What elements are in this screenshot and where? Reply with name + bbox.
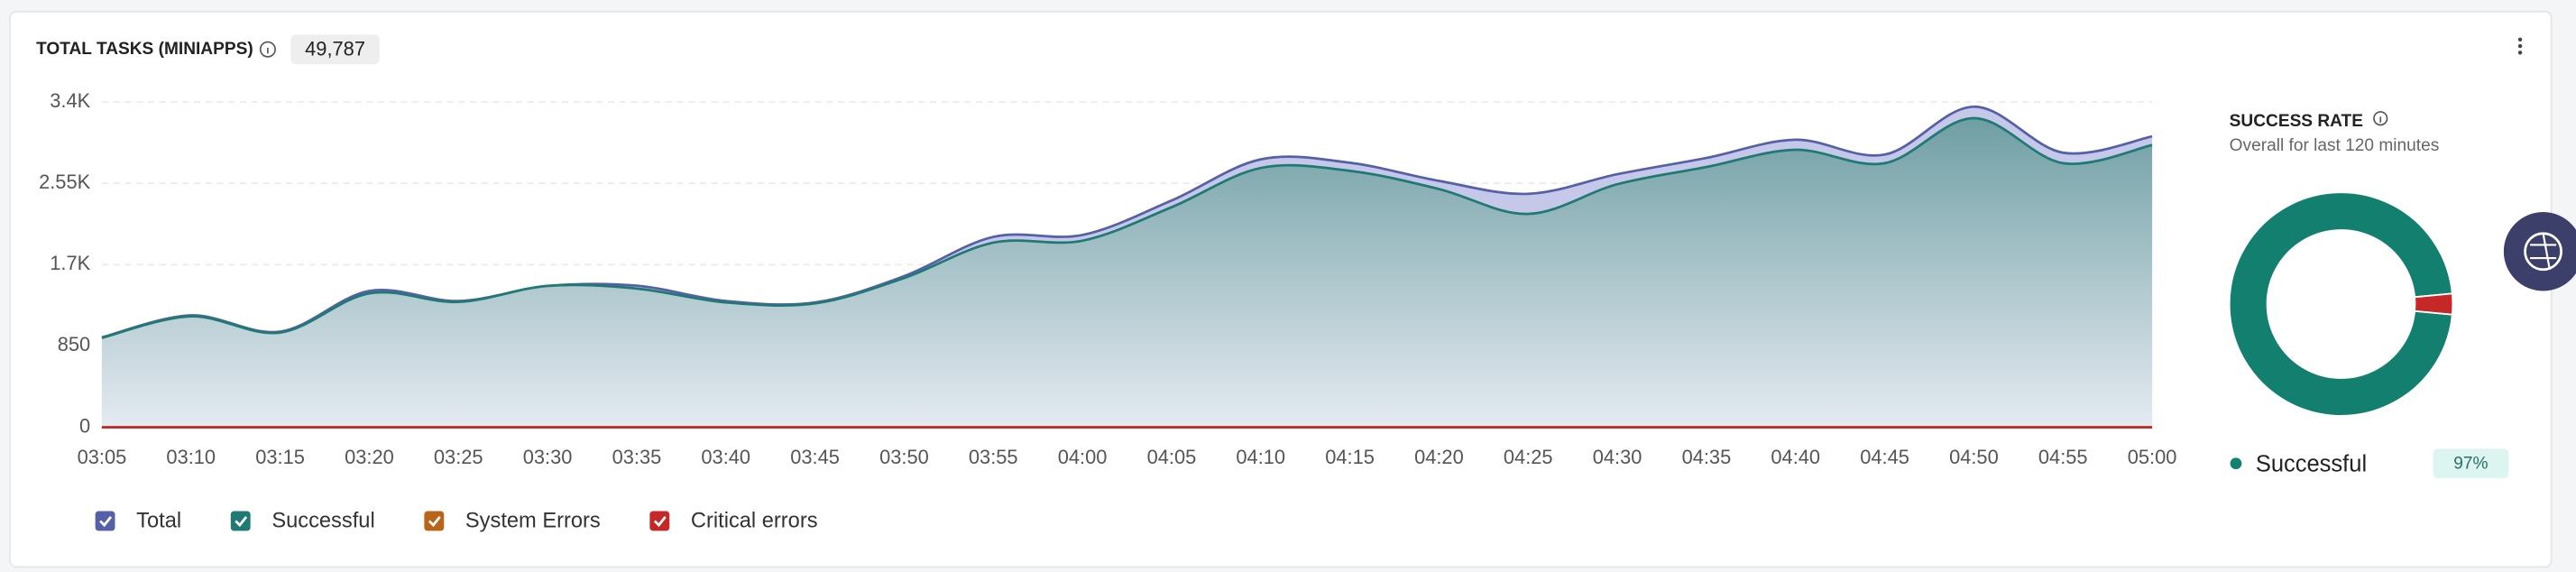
info-icon[interactable]	[2373, 111, 2388, 126]
x-tick-label: 03:55	[969, 446, 1018, 468]
x-tick-label: 04:50	[1949, 446, 1999, 468]
legend-label: Successful	[2256, 451, 2367, 476]
x-tick-label: 03:05	[78, 446, 127, 468]
x-tick-label: 04:05	[1147, 446, 1197, 468]
legend-item[interactable]: System Errors	[424, 510, 601, 533]
x-tick-label: 04:35	[1682, 446, 1732, 468]
header-title: TOTAL TASKS (MINIAPPS)	[36, 40, 253, 59]
total-badge	[290, 34, 380, 65]
donut-slice	[2228, 191, 2453, 417]
info-icon[interactable]	[259, 41, 276, 58]
total-value: 49,787	[305, 37, 365, 60]
x-tick-label: 04:15	[1325, 446, 1375, 468]
checkmark	[235, 516, 248, 528]
area	[101, 118, 2153, 428]
checkmark	[99, 516, 113, 528]
x-tick-label: 03:50	[879, 446, 929, 468]
x-tick-label: 03:45	[790, 446, 840, 468]
success-rate-title: SUCCESS RATE	[2230, 112, 2363, 131]
menu-button[interactable]	[2517, 37, 2523, 55]
x-tick-label: 04:45	[1860, 446, 1909, 468]
x-tick-label: 04:30	[1593, 446, 1642, 468]
legend-item[interactable]: Total	[95, 510, 182, 533]
legend-dot	[2230, 457, 2242, 470]
x-tick-label: 03:25	[434, 446, 483, 468]
y-tick-label: 3.4K	[50, 89, 90, 112]
value-badge	[2433, 448, 2509, 479]
legend-item[interactable]: Critical errors	[649, 510, 818, 533]
floating-button[interactable]	[2503, 212, 2576, 291]
donut: Successful 97%	[2228, 191, 2509, 479]
plot: 0 850 1.7K 2.55K 3.4K 03:05 03:10 03:15 03:20 03:…	[39, 89, 2176, 533]
x-tick-label: 05:00	[2128, 446, 2177, 468]
legend-label: Total	[136, 510, 181, 533]
legend-checkbox[interactable]	[95, 511, 115, 531]
y-tick-label: 850	[58, 333, 90, 355]
legend-checkbox[interactable]	[424, 511, 445, 531]
legend-label: System Errors	[465, 510, 601, 533]
donut-slice	[2414, 292, 2454, 316]
x-tick-label: 04:10	[1236, 446, 1285, 468]
legend-label: Critical errors	[691, 510, 818, 533]
x-tick-label: 04:20	[1414, 446, 1464, 468]
x-tick-label: 03:40	[701, 446, 750, 468]
x-tick-label: 03:10	[166, 446, 216, 468]
x-tick-label: 04:55	[2038, 446, 2088, 468]
y-tick-label: 1.7K	[50, 252, 90, 274]
x-tick-label: 04:00	[1058, 446, 1108, 468]
x-tick-label: 04:40	[1771, 446, 1820, 468]
checkmark	[428, 516, 441, 528]
line	[101, 116, 2153, 339]
checkmark	[653, 516, 667, 528]
y-tick-label: 2.55K	[39, 171, 91, 193]
success-rate-subtitle: Overall for last 120 minutes	[2230, 136, 2440, 155]
x-tick-label: 04:25	[1504, 446, 1553, 468]
x-tick-label: 03:30	[523, 446, 573, 468]
x-tick-label: 03:15	[255, 446, 305, 468]
x-tick-label: 03:35	[612, 446, 662, 468]
legend-checkbox[interactable]	[230, 511, 251, 531]
legend-item[interactable]: Successful	[230, 510, 375, 533]
x-tick-label: 03:20	[345, 446, 394, 468]
legend-label: Successful	[271, 510, 374, 533]
legend-checkbox[interactable]	[649, 511, 670, 531]
y-tick-label: 0	[79, 414, 90, 437]
value-label: 97%	[2453, 455, 2488, 474]
